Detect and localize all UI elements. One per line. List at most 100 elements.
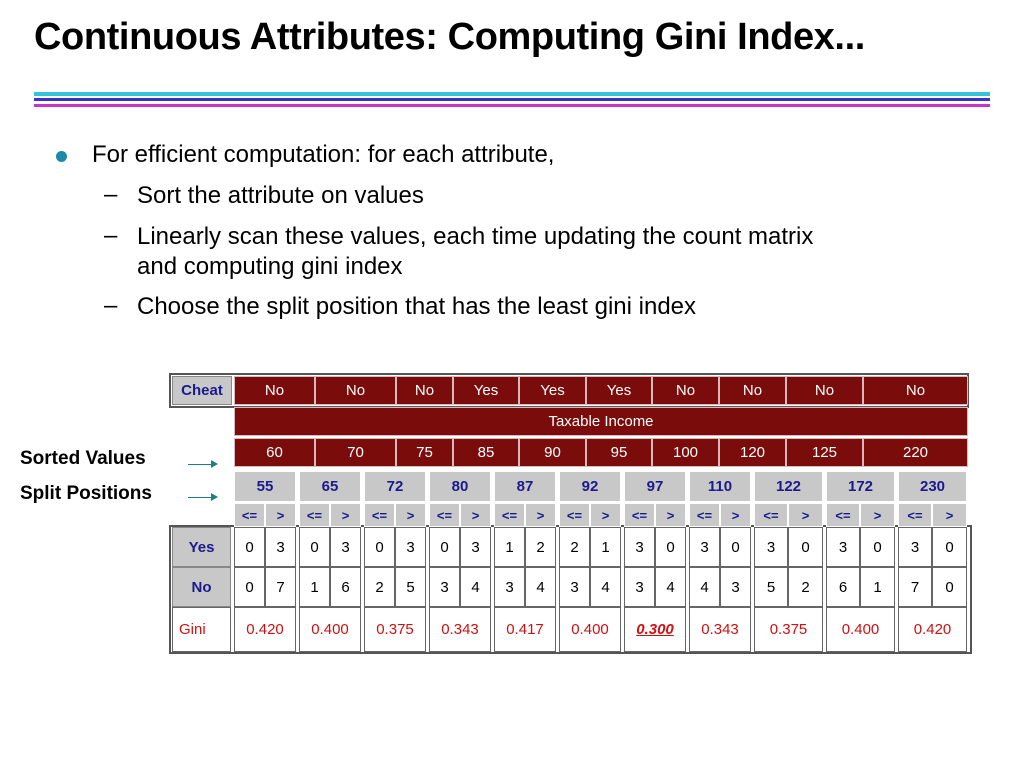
yes-count-gt: 0 [860, 527, 895, 567]
le-label: <= [624, 503, 655, 527]
split-position: 55 [234, 471, 296, 502]
le-label: <= [364, 503, 395, 527]
no-count-le: 3 [559, 567, 590, 607]
no-count-le: 0 [234, 567, 265, 607]
sorted-value: 75 [396, 438, 453, 467]
gt-label: > [788, 503, 823, 527]
split-position: 65 [299, 471, 361, 502]
sorted-value: 125 [786, 438, 863, 467]
yes-count-le: 0 [364, 527, 395, 567]
no-count-le: 3 [429, 567, 460, 607]
le-label: <= [559, 503, 590, 527]
le-label: <= [299, 503, 330, 527]
bullet-dot-icon [56, 151, 67, 162]
sorted-values-arrow-icon [188, 460, 218, 468]
yes-count-le: 0 [429, 527, 460, 567]
no-count-gt: 0 [932, 567, 967, 607]
gini-row-label: Gini [172, 607, 231, 652]
gt-label: > [860, 503, 895, 527]
cheat-value: No [786, 376, 863, 405]
yes-count-gt: 1 [590, 527, 621, 567]
yes-row-label: Yes [172, 527, 231, 567]
split-position: 122 [754, 471, 823, 502]
cheat-value: No [234, 376, 315, 405]
split-position: 92 [559, 471, 621, 502]
sorted-value: 70 [315, 438, 396, 467]
title-rule-cyan [34, 92, 990, 96]
cheat-value: No [863, 376, 968, 405]
bullet-main: For efficient computation: for each attr… [92, 141, 555, 168]
no-count-gt: 3 [720, 567, 751, 607]
gini-value: 0.375 [754, 607, 823, 652]
no-count-le: 6 [826, 567, 860, 607]
le-label: <= [234, 503, 265, 527]
gini-value: 0.343 [689, 607, 751, 652]
le-label: <= [898, 503, 932, 527]
split-position: 97 [624, 471, 686, 502]
yes-count-le: 1 [494, 527, 525, 567]
no-count-gt: 4 [525, 567, 556, 607]
yes-count-gt: 0 [788, 527, 823, 567]
sorted-value: 220 [863, 438, 968, 467]
no-count-gt: 1 [860, 567, 895, 607]
le-label: <= [754, 503, 788, 527]
gt-label: > [932, 503, 967, 527]
taxable-income-header: Taxable Income [234, 407, 968, 436]
sub-bullet-2: Linearly scan these values, each time up… [137, 223, 814, 250]
dash-icon: – [104, 222, 118, 249]
page-title: Continuous Attributes: Computing Gini In… [34, 16, 865, 58]
yes-count-gt: 3 [330, 527, 361, 567]
gini-value: 0.417 [494, 607, 556, 652]
yes-count-le: 3 [898, 527, 932, 567]
no-count-gt: 2 [788, 567, 823, 607]
split-position: 230 [898, 471, 967, 502]
cheat-value: No [315, 376, 396, 405]
sorted-values-label: Sorted Values [20, 448, 146, 469]
sorted-value: 60 [234, 438, 315, 467]
yes-count-gt: 0 [932, 527, 967, 567]
yes-count-le: 3 [826, 527, 860, 567]
sorted-value: 95 [586, 438, 652, 467]
gt-label: > [265, 503, 296, 527]
gini-value: 0.343 [429, 607, 491, 652]
sorted-value: 100 [652, 438, 719, 467]
cheat-header: Cheat [172, 376, 232, 405]
cheat-value: Yes [519, 376, 586, 405]
sorted-value: 85 [453, 438, 519, 467]
yes-count-le: 3 [624, 527, 655, 567]
yes-count-gt: 2 [525, 527, 556, 567]
no-count-le: 5 [754, 567, 788, 607]
split-position: 172 [826, 471, 895, 502]
no-count-gt: 5 [395, 567, 426, 607]
no-count-gt: 4 [655, 567, 686, 607]
gini-value: 0.400 [826, 607, 895, 652]
gini-value: 0.400 [299, 607, 361, 652]
split-position: 80 [429, 471, 491, 502]
cheat-value: Yes [586, 376, 652, 405]
gini-value: 0.300 [624, 607, 686, 652]
gt-label: > [395, 503, 426, 527]
gini-value: 0.420 [898, 607, 967, 652]
gt-label: > [655, 503, 686, 527]
le-label: <= [494, 503, 525, 527]
yes-count-gt: 3 [395, 527, 426, 567]
no-count-gt: 7 [265, 567, 296, 607]
yes-count-gt: 3 [460, 527, 491, 567]
no-count-le: 3 [624, 567, 655, 607]
sub-bullet-2-cont: and computing gini index [137, 253, 403, 280]
le-label: <= [429, 503, 460, 527]
no-count-gt: 4 [590, 567, 621, 607]
gt-label: > [330, 503, 361, 527]
dash-icon: – [104, 181, 118, 208]
no-count-le: 7 [898, 567, 932, 607]
no-row-label: No [172, 567, 231, 607]
gini-value: 0.420 [234, 607, 296, 652]
yes-count-gt: 3 [265, 527, 296, 567]
sorted-value: 90 [519, 438, 586, 467]
split-position: 87 [494, 471, 556, 502]
le-label: <= [689, 503, 720, 527]
yes-count-le: 0 [299, 527, 330, 567]
split-positions-label: Split Positions [20, 483, 152, 504]
title-rule-magenta [34, 104, 990, 107]
no-count-le: 3 [494, 567, 525, 607]
